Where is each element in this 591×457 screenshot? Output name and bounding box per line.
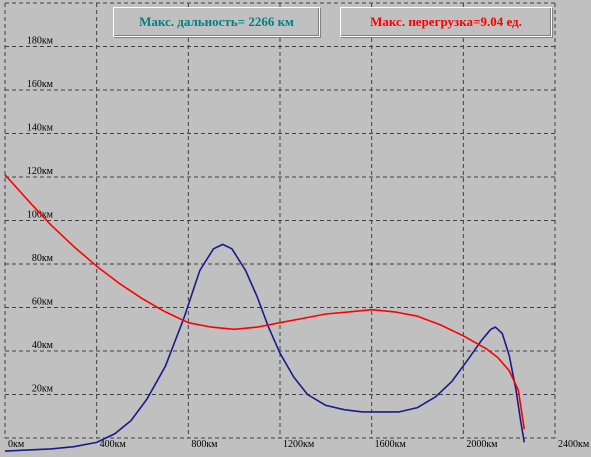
overload-series-line: [4, 174, 526, 430]
y-tick-label: 20км: [32, 384, 54, 395]
x-tick-label: 1200км: [283, 439, 315, 450]
max-overload-box: Макс. перегрузка=9.04 ед.: [340, 7, 552, 37]
x-tick-label: 2400км: [558, 439, 590, 450]
max-range-box: Макс. дальность= 2266 км: [113, 7, 320, 37]
max-range-label: Макс. дальность= 2266 км: [139, 14, 294, 29]
altitude-series-line: [4, 243, 526, 452]
y-tick-label: 200км: [27, 0, 54, 3]
y-tick-label: 100км: [27, 210, 54, 221]
x-tick-label: 2000км: [466, 439, 498, 450]
x-tick-label: 1600км: [375, 439, 407, 450]
series-layer: [4, 174, 526, 452]
y-tick-label: 180км: [27, 36, 54, 47]
y-tick-label: 160км: [27, 79, 54, 90]
axis-tick-labels: 0км 400км 800км 1200км 1600км 2000км 2400км 20к…: [8, 0, 590, 450]
x-tick-label: 0км: [8, 439, 25, 450]
y-tick-label: 60км: [32, 297, 54, 308]
x-tick-label: 400км: [100, 439, 127, 450]
x-tick-label: 800км: [191, 439, 218, 450]
max-overload-label: Макс. перегрузка=9.04 ед.: [370, 14, 522, 29]
y-tick-label: 120км: [27, 166, 54, 177]
y-tick-label: 140км: [27, 123, 54, 134]
grid: [4, 2, 556, 439]
y-tick-label: 80км: [32, 253, 54, 264]
y-tick-label: 40км: [32, 340, 54, 351]
